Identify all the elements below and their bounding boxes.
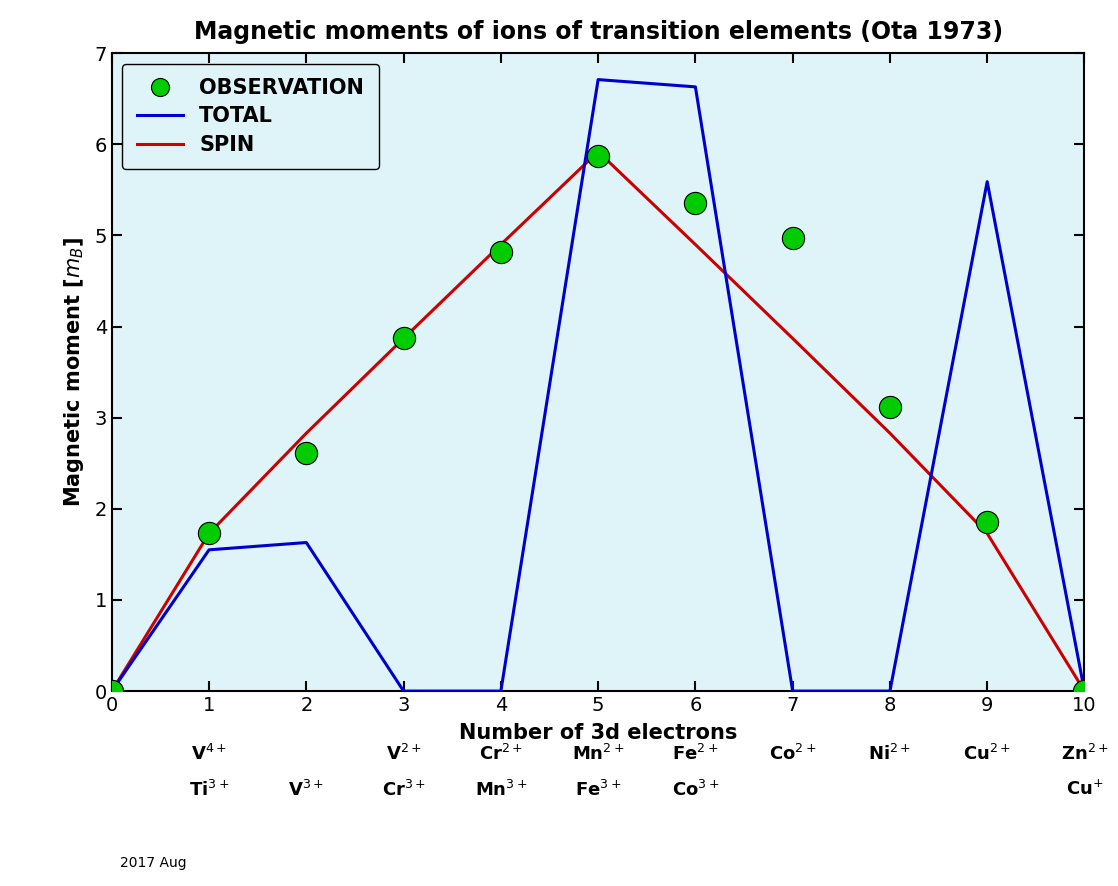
Text: Mn$^{3+}$: Mn$^{3+}$ xyxy=(474,780,528,800)
Text: V$^{2+}$: V$^{2+}$ xyxy=(386,744,421,765)
Text: Fe$^{3+}$: Fe$^{3+}$ xyxy=(575,780,622,800)
Text: M: M xyxy=(45,853,61,871)
Text: ): ) xyxy=(78,852,87,872)
Text: Ti$^{3+}$: Ti$^{3+}$ xyxy=(189,780,229,800)
Text: Cr$^{3+}$: Cr$^{3+}$ xyxy=(381,780,426,800)
Text: Cu$^{+}$: Cu$^{+}$ xyxy=(1065,780,1103,799)
Text: V$^{4+}$: V$^{4+}$ xyxy=(191,744,227,765)
Text: Co$^{2+}$: Co$^{2+}$ xyxy=(769,744,816,765)
Text: Co$^{3+}$: Co$^{3+}$ xyxy=(672,780,719,800)
Text: Cu$^{2+}$: Cu$^{2+}$ xyxy=(964,744,1011,765)
Text: 2017 Aug: 2017 Aug xyxy=(121,856,187,870)
Y-axis label: Magnetic moment [$m_B$]: Magnetic moment [$m_B$] xyxy=(63,237,86,507)
Text: Ni$^{2+}$: Ni$^{2+}$ xyxy=(869,744,911,765)
Text: Fe$^{2+}$: Fe$^{2+}$ xyxy=(672,744,719,765)
Text: V$^{3+}$: V$^{3+}$ xyxy=(288,780,324,800)
Text: Zn$^{2+}$: Zn$^{2+}$ xyxy=(1061,744,1108,765)
Text: Cr$^{2+}$: Cr$^{2+}$ xyxy=(479,744,523,765)
X-axis label: Number of 3d electrons: Number of 3d electrons xyxy=(459,723,737,743)
Legend: OBSERVATION, TOTAL, SPIN: OBSERVATION, TOTAL, SPIN xyxy=(122,64,379,169)
Text: G: G xyxy=(11,853,27,871)
Text: Mn$^{2+}$: Mn$^{2+}$ xyxy=(571,744,625,765)
Title: Magnetic moments of ions of transition elements (Ota 1973): Magnetic moments of ions of transition e… xyxy=(193,20,1003,44)
